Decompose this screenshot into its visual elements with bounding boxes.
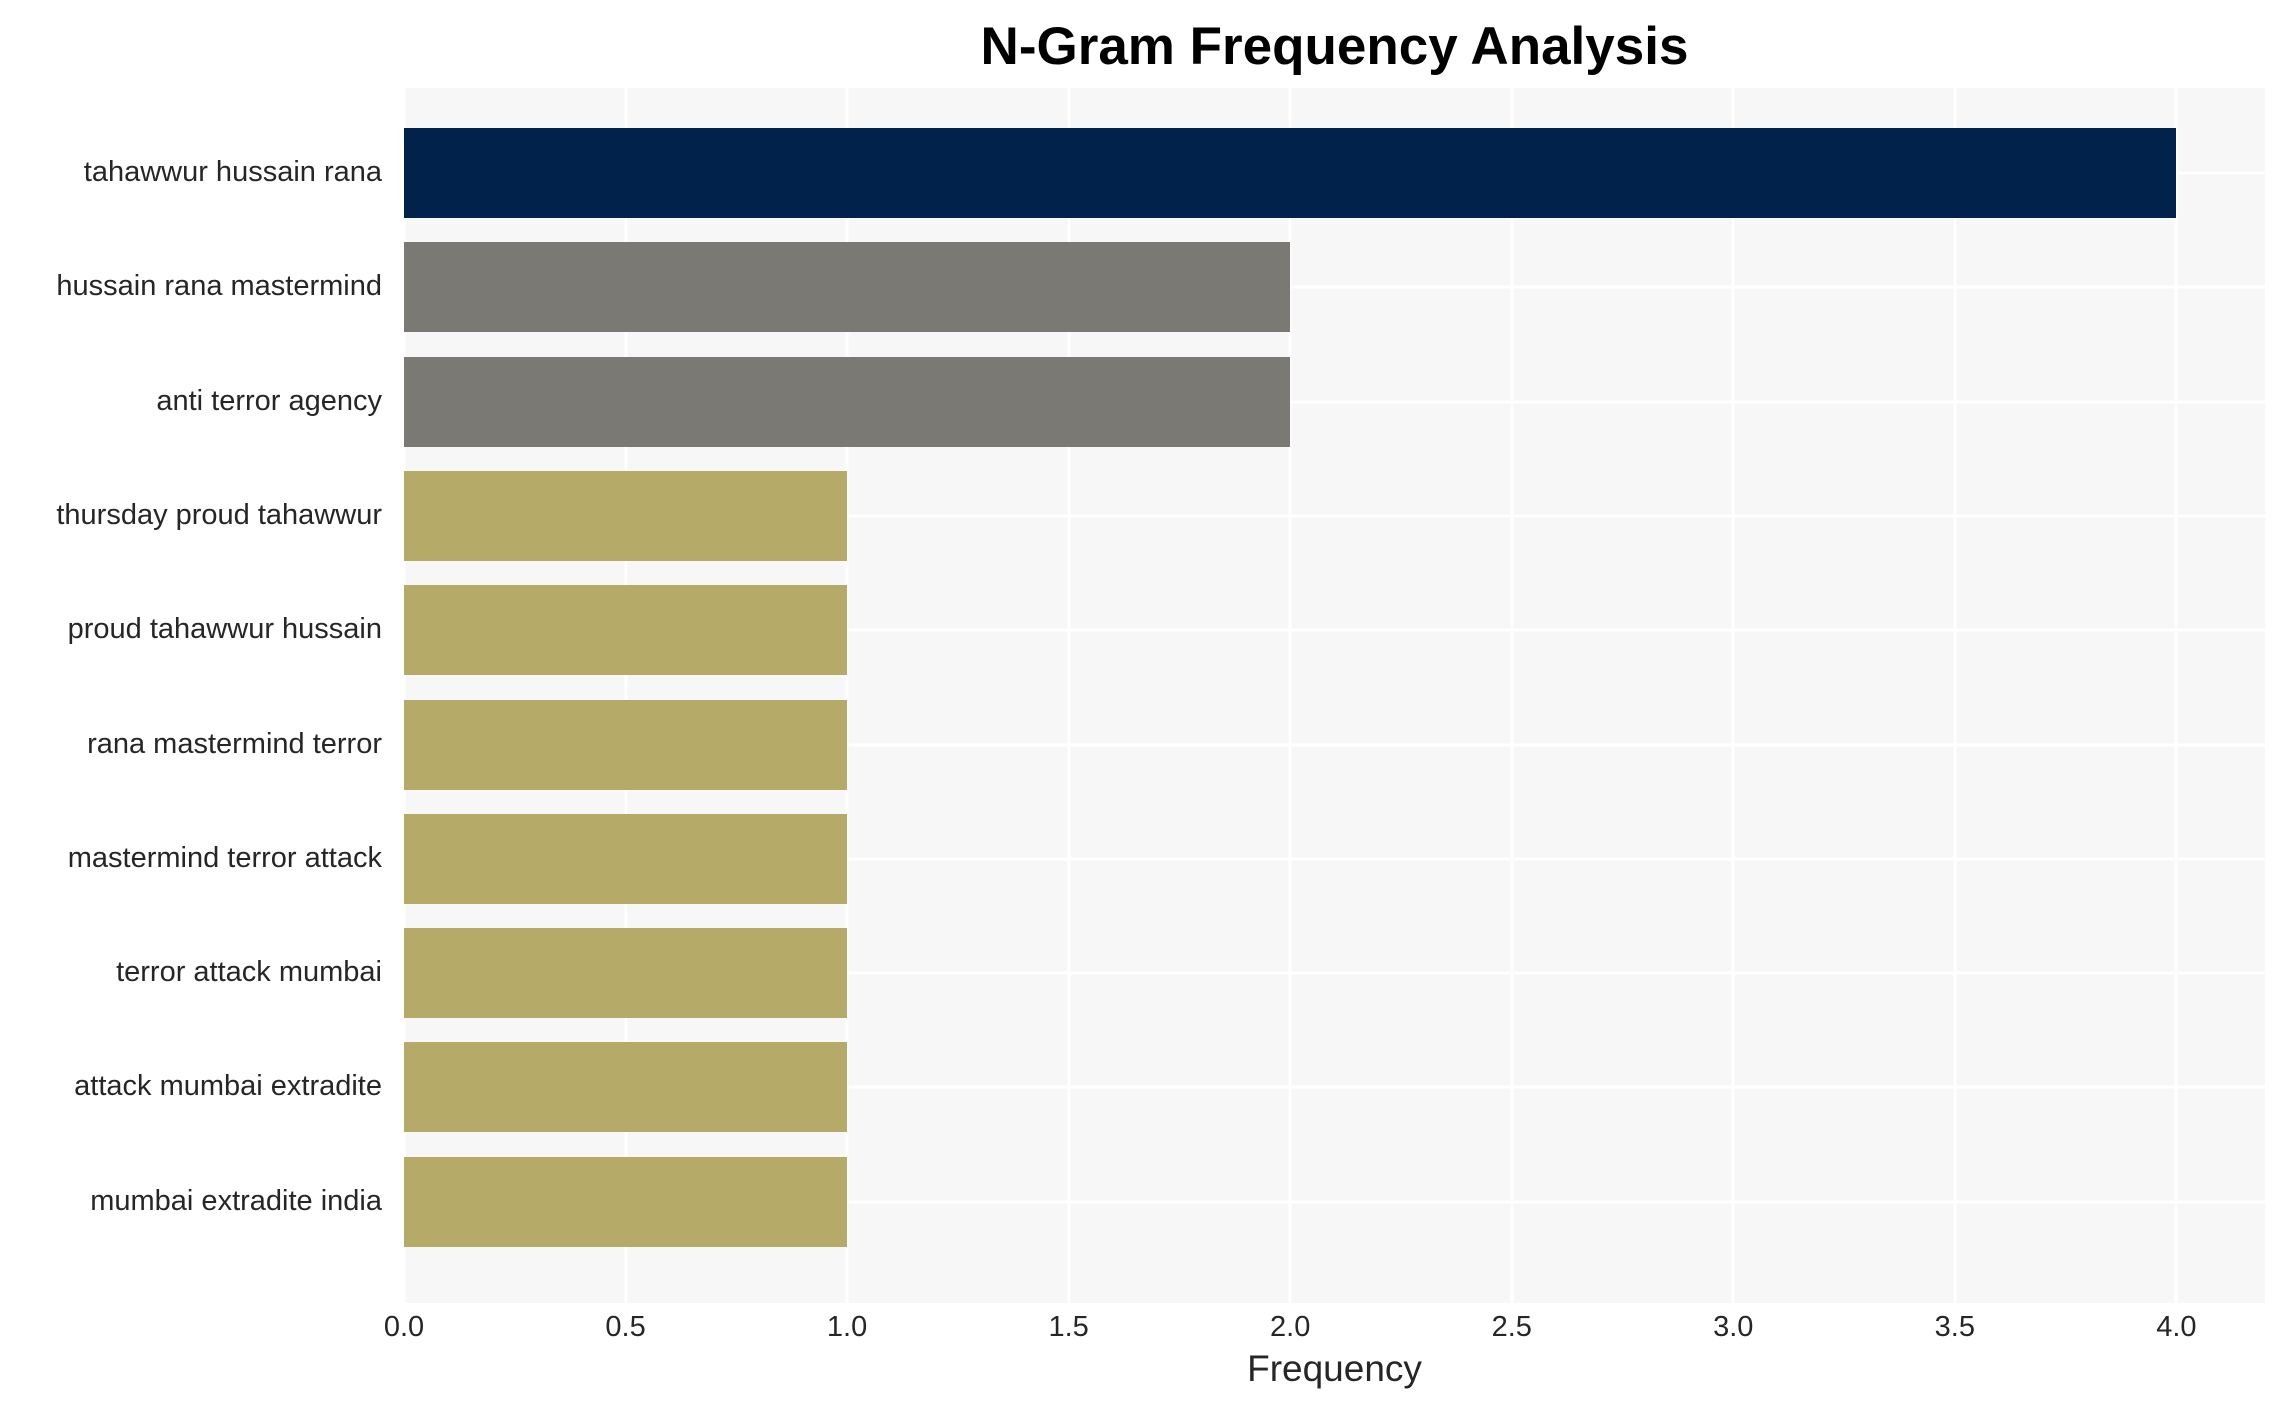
y-tick-label: attack mumbai extradite (74, 1070, 382, 1103)
gridline-horizontal (404, 1200, 2265, 1204)
bar-anti-terror-agency (404, 356, 1291, 447)
x-tick-label: 2.0 (1270, 1311, 1311, 1343)
x-tick-label: 3.0 (1713, 1311, 1754, 1343)
gridline-vertical (2174, 88, 2178, 1303)
plot-area (404, 88, 2265, 1303)
bar-attack-mumbai-extradite (404, 1042, 848, 1133)
gridline-vertical (624, 88, 628, 1303)
x-tick-label: 2.5 (1491, 1311, 1532, 1343)
y-tick-label: anti terror agency (156, 384, 382, 417)
bar-mumbai-extradite-india (404, 1156, 848, 1247)
gridline-vertical (404, 88, 406, 1303)
gridline-vertical (845, 88, 849, 1303)
gridline-vertical (1953, 88, 1957, 1303)
y-tick-label: rana mastermind terror (87, 727, 382, 760)
gridline-horizontal (404, 514, 2265, 518)
y-axis-labels: tahawwur hussain rana hussain rana master… (0, 88, 392, 1303)
gridline-horizontal (404, 743, 2265, 746)
bar-thursday-proud-tahawwur (404, 470, 848, 561)
gridline-horizontal (404, 285, 2265, 289)
x-axis-tick-labels: 0.0 0.5 1.0 1.5 2.0 2.5 3.0 3.5 4.0 (384, 1303, 2265, 1347)
gridline-horizontal (404, 628, 2265, 632)
bar-hussain-rana-mastermind (404, 242, 1291, 333)
y-tick-label: thursday proud tahawwur (56, 498, 382, 531)
gridline-vertical (1288, 88, 1292, 1303)
x-tick-label: 1.5 (1048, 1311, 1089, 1343)
y-tick-label: hussain rana mastermind (56, 270, 382, 303)
x-tick-label: 3.5 (1934, 1311, 1975, 1343)
x-tick-label: 1.0 (826, 1311, 868, 1343)
x-tick-label: 4.0 (2156, 1311, 2197, 1343)
gridline-horizontal (404, 857, 2265, 861)
chart-title: N-Gram Frequency Analysis (980, 17, 1689, 76)
gridline-vertical (1731, 88, 1735, 1303)
y-tick-label: mastermind terror attack (67, 841, 382, 874)
y-tick-label: tahawwur hussain rana (83, 155, 382, 188)
y-tick-label: mumbai extradite india (90, 1184, 382, 1217)
y-tick-label: terror attack mumbai (116, 955, 382, 988)
bar-terror-attack-mumbai (404, 928, 848, 1019)
bar-rana-mastermind-terror (404, 699, 848, 790)
x-axis-title: Frequency (1247, 1348, 1422, 1389)
gridline-vertical (1510, 88, 1514, 1303)
x-tick-label: 0.0 (383, 1311, 425, 1343)
bar-mastermind-terror-attack (404, 813, 848, 904)
bar-proud-tahawwur-hussain (404, 585, 848, 676)
x-tick-label: 0.5 (605, 1311, 646, 1343)
gridline-horizontal (404, 400, 2265, 404)
gridline-vertical (1067, 88, 1071, 1303)
y-tick-label: proud tahawwur hussain (67, 613, 382, 646)
gridline-horizontal (404, 1085, 2265, 1089)
bar-tahawwur-hussain-rana (404, 128, 2177, 218)
gridline-horizontal (404, 971, 2265, 975)
